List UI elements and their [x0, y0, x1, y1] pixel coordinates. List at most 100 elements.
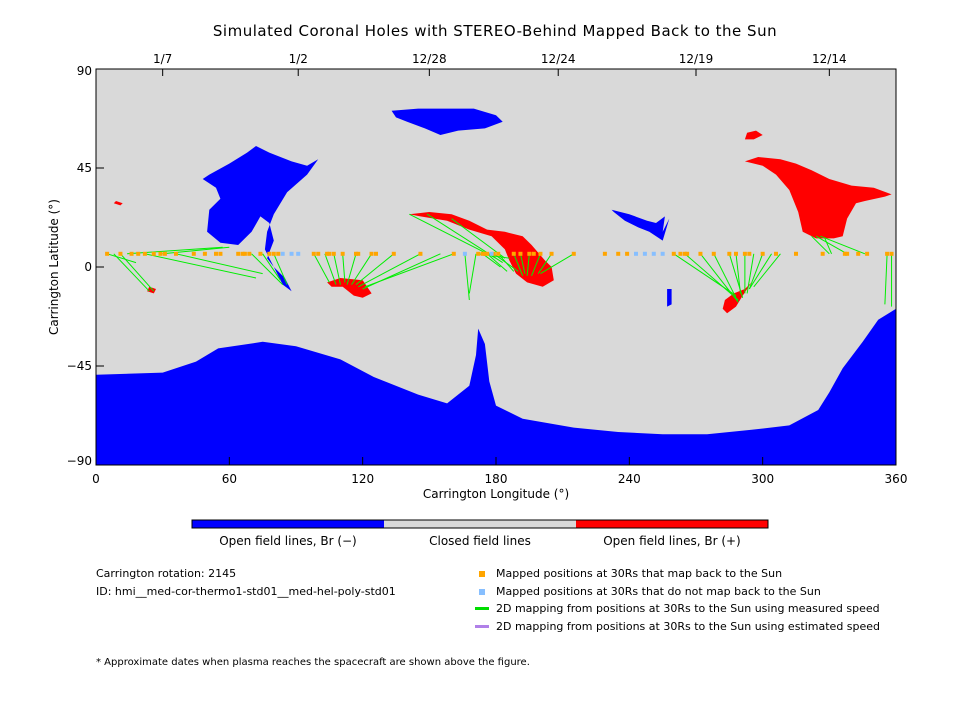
mapping-line	[113, 253, 150, 292]
mapped-point	[331, 251, 336, 256]
x-tick-label: 60	[222, 472, 237, 486]
mapping-line	[273, 253, 288, 285]
mapped-point	[236, 251, 241, 256]
mapped-point	[711, 251, 716, 256]
green-line-icon	[475, 607, 489, 610]
positive-coronal-hole	[744, 130, 763, 140]
date-tick-label: 12/14	[812, 52, 847, 66]
mapping-line	[713, 253, 739, 303]
mapped-point	[496, 251, 501, 256]
mapped-point	[820, 251, 825, 256]
mapped-point	[571, 251, 576, 256]
negative-open-field-regions	[96, 108, 896, 465]
x-tick-label: 120	[351, 472, 374, 486]
mapped-point	[511, 251, 516, 256]
blue-square-icon	[479, 588, 485, 595]
mapped-point	[158, 251, 163, 256]
positive-open-field-regions	[113, 130, 892, 314]
mapping-line	[333, 253, 341, 285]
mapping-line	[357, 253, 421, 288]
date-tick-label: 12/28	[412, 52, 447, 66]
date-tick-label: 12/19	[679, 52, 714, 66]
mapped-point	[856, 251, 861, 256]
colorbar-frame	[191, 519, 769, 529]
mapped-point	[325, 251, 330, 256]
mapping-line	[409, 213, 497, 259]
mapping-line	[162, 246, 230, 255]
mapping-line	[468, 253, 477, 294]
mapped-point	[774, 251, 778, 256]
positive-coronal-hole	[113, 201, 123, 206]
mapping-line	[482, 253, 501, 268]
mapped-point	[340, 251, 345, 256]
mapping-lines	[106, 213, 893, 307]
colorbar-label: Open field lines, Br (−)	[219, 534, 357, 548]
mapped-point	[538, 251, 543, 256]
y-tick-label: 90	[77, 64, 92, 78]
mapped-point	[247, 251, 252, 256]
top-date-axis: 1/7 1/2 12/28 12/24 12/19 12/14	[153, 52, 847, 76]
legend-item-estimated: 2D mapping from positions at 30Rs to the…	[475, 620, 881, 633]
mapping-line	[746, 253, 755, 294]
mapped-point	[391, 251, 396, 256]
mapped-point	[842, 251, 847, 256]
mapped-point	[271, 251, 276, 256]
mapped-point	[136, 251, 141, 256]
x-axis-ticks: 0 60 120 180 240 300 360	[92, 457, 907, 486]
footnote: * Approximate dates when plasma reaches …	[96, 657, 530, 668]
mapped-point	[356, 251, 361, 256]
mapping-line	[346, 253, 357, 285]
legend-label: 2D mapping from positions at 30Rs to the…	[496, 602, 880, 615]
mapped-point	[549, 251, 554, 256]
mapped-point	[151, 251, 156, 256]
unmapped-point	[462, 251, 467, 256]
legend-item-measured: 2D mapping from positions at 30Rs to the…	[475, 602, 880, 615]
mapping-line	[753, 253, 781, 288]
y-tick-label: 0	[84, 260, 92, 274]
mapped-point	[374, 251, 378, 256]
mapped-point	[258, 251, 263, 256]
mapping-line	[884, 253, 888, 305]
mapped-point	[369, 251, 374, 256]
mapped-point	[214, 251, 218, 256]
mapped-point	[678, 251, 683, 256]
mapped-point	[491, 251, 496, 256]
mapped-point	[760, 251, 765, 256]
mapping-line	[513, 253, 524, 276]
positive-coronal-hole	[147, 286, 156, 294]
mapped-point	[316, 251, 321, 256]
colorbar-segment	[192, 520, 384, 528]
y-tick-label: 45	[77, 161, 92, 175]
positive-coronal-hole	[722, 282, 752, 314]
mapped-point	[242, 251, 247, 256]
mapped-point	[105, 251, 110, 256]
positive-coronal-hole	[327, 278, 372, 298]
mapped-point	[531, 251, 536, 256]
mapping-line	[251, 253, 284, 285]
mapping-line	[355, 253, 395, 285]
legend-label: 2D mapping from positions at 30Rs to the…	[496, 620, 881, 633]
mapped-point	[218, 251, 223, 256]
y-axis-label: Carrington Latitude (°)	[47, 199, 61, 335]
mapping-line	[364, 253, 454, 288]
y-tick-label: −45	[67, 359, 92, 373]
mapped-point	[727, 251, 732, 256]
mapped-point	[698, 251, 703, 256]
positive-coronal-hole	[744, 157, 892, 239]
mapping-line	[106, 253, 137, 264]
mapping-line	[815, 235, 848, 255]
mapping-line	[451, 218, 506, 259]
x-tick-label: 240	[618, 472, 641, 486]
mapping-line	[324, 253, 337, 285]
mapped-point	[354, 251, 358, 256]
negative-coronal-hole	[96, 308, 896, 465]
y-tick-label: −90	[67, 454, 92, 468]
unmapped-point	[634, 251, 638, 256]
colorbar-label: Closed field lines	[429, 534, 531, 548]
purple-line-icon	[475, 625, 489, 628]
unmapped-point	[289, 251, 294, 256]
mapped-points	[105, 251, 894, 256]
mapped-point	[518, 251, 523, 256]
mapping-line	[342, 253, 346, 283]
chart-title: Simulated Coronal Holes with STEREO-Behi…	[213, 22, 777, 40]
